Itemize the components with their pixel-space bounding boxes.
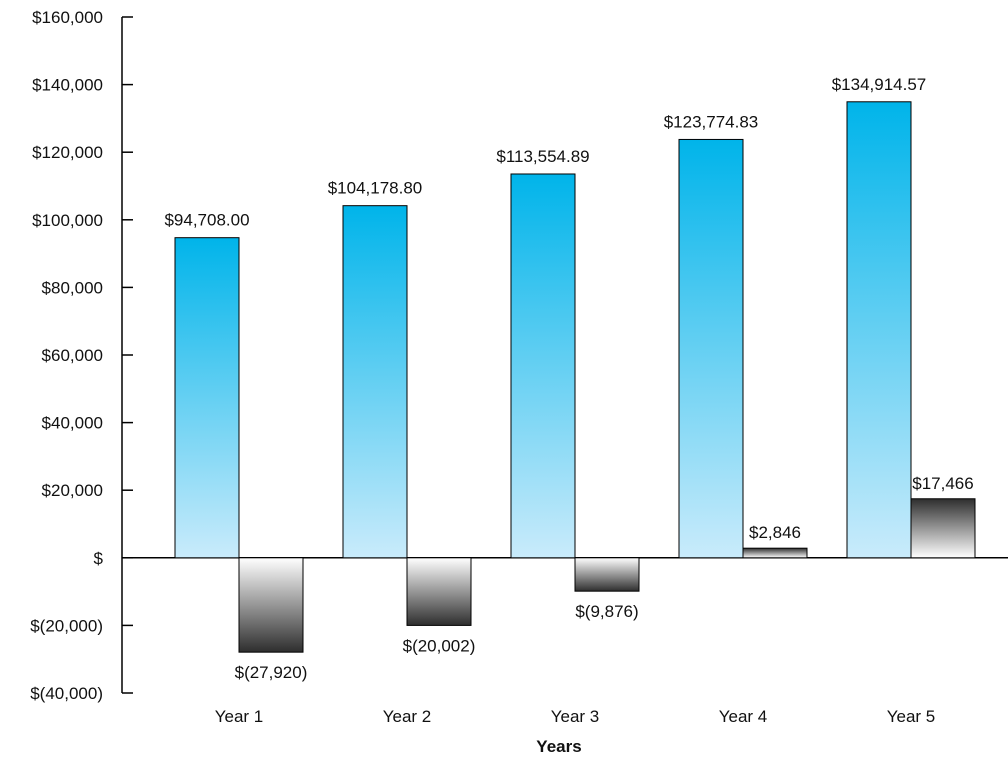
bar-series1 (846, 101, 912, 559)
y-tick-label: $160,000 (32, 8, 103, 27)
data-label-series1: $113,554.89 (496, 147, 589, 166)
data-label-series2: $2,846 (749, 523, 801, 542)
y-tick-label: $140,000 (32, 76, 103, 95)
x-tick-label: Year 5 (887, 707, 936, 726)
y-tick-label: $60,000 (42, 346, 103, 365)
y-tick-label: $80,000 (42, 278, 103, 297)
y-axis: $160,000 $140,000 $120,000 $100,000 $80,000 $… (30, 8, 1008, 703)
y-tick-label: $120,000 (32, 143, 103, 162)
y-tick-label: $ (94, 549, 104, 568)
bar-series2 (910, 498, 976, 559)
x-axis-title: Years (536, 737, 581, 756)
bar-series1 (174, 237, 240, 559)
bar-series1 (510, 173, 576, 559)
x-tick-label: Year 2 (383, 707, 432, 726)
data-label-series2: $(27,920) (235, 663, 308, 682)
data-label-series1: $104,178.80 (328, 179, 423, 198)
x-tick-label: Year 3 (551, 707, 600, 726)
bars (174, 101, 976, 653)
data-label-series1: $94,708.00 (164, 211, 249, 230)
y-tick-label: $20,000 (42, 481, 103, 500)
y-tick-label: $(20,000) (30, 616, 103, 635)
bar-series2 (574, 557, 640, 592)
bar-series1 (342, 205, 408, 559)
data-label-series2: $(20,002) (403, 636, 476, 655)
bar-series2 (238, 557, 304, 653)
bar-series2 (406, 557, 472, 626)
y-tick-label: $40,000 (42, 414, 103, 433)
x-axis: Year 1 Year 2 Year 3 Year 4 Year 5 (215, 707, 936, 726)
x-tick-label: Year 4 (719, 707, 768, 726)
data-labels: $94,708.00 $(27,920) $104,178.80 $(20,002) $… (164, 75, 973, 682)
data-label-series2: $(9,876) (575, 602, 638, 621)
data-label-series2: $17,466 (912, 474, 973, 493)
y-tick-label: $100,000 (32, 211, 103, 230)
data-label-series1: $134,914.57 (832, 75, 927, 94)
bar-series1 (678, 138, 744, 559)
y-tick-label: $(40,000) (30, 684, 103, 703)
bar-series2 (742, 547, 808, 559)
x-tick-label: Year 1 (215, 707, 264, 726)
data-label-series1: $123,774.83 (664, 112, 759, 131)
